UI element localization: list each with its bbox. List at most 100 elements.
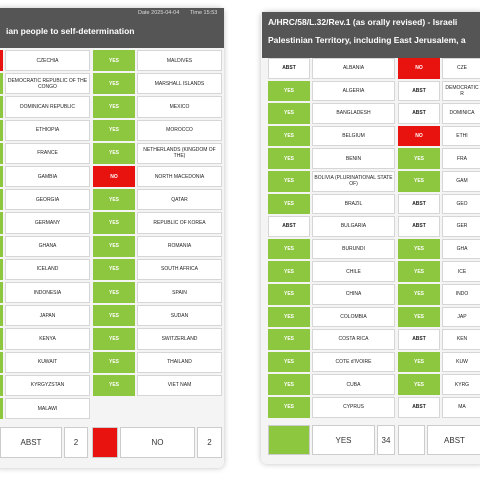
panel-header (0, 8, 224, 48)
country: NETHERLANDS (KINGDOM OF THE) (137, 142, 222, 164)
country: JAPAN (5, 305, 90, 327)
vote: ABST (398, 103, 440, 124)
country: INDO (442, 284, 480, 305)
vote: YES (398, 238, 440, 260)
country: FRA (442, 148, 480, 169)
vote: ABST (268, 58, 310, 79)
vote: YES (398, 261, 440, 282)
country: INDONESIA (5, 282, 90, 304)
vote-sliver (0, 119, 3, 141)
vote: YES (268, 351, 310, 373)
vote: YES (268, 238, 310, 260)
vote: YES (268, 329, 310, 350)
vote-sliver (0, 96, 3, 118)
country: BANGLADESH (312, 103, 395, 124)
country: BOLIVIA (PLURINATIONAL STATE OF) (312, 171, 395, 192)
country: THAILAND (137, 351, 222, 373)
summary-label: YES (312, 425, 375, 455)
vote: YES (398, 171, 440, 192)
country: DOMINICAN REPUBLIC (5, 96, 90, 118)
title: ian people to self-determination (6, 26, 135, 36)
summary-count: 2 (197, 427, 222, 458)
vote: YES (93, 328, 135, 350)
vote: NO (93, 166, 135, 188)
vote: YES (268, 80, 310, 102)
country: BELGIUM (312, 125, 395, 147)
vote: YES (93, 50, 135, 72)
vote-sliver (0, 189, 3, 211)
country: DEMOCRATIC R (442, 80, 480, 102)
vote: YES (93, 96, 135, 118)
summary-label: ABST (0, 427, 62, 458)
country: GERMANY (5, 212, 90, 234)
country: CUBA (312, 374, 395, 395)
country: BRAZIL (312, 193, 395, 215)
time: Time 15:53 (190, 10, 218, 16)
vote: YES (93, 351, 135, 373)
summary-count: 34 (377, 425, 395, 455)
country: JAP (442, 306, 480, 328)
country: KENYA (5, 328, 90, 350)
country: ALBANIA (312, 58, 395, 79)
country: MA (442, 397, 480, 418)
country: SOUTH AFRICA (137, 258, 222, 280)
vote: YES (398, 284, 440, 305)
country: ALGERIA (312, 80, 395, 102)
country: CHINA (312, 284, 395, 305)
vote: YES (93, 119, 135, 141)
vote-sliver (0, 398, 3, 420)
country: CYPRUS (312, 397, 395, 418)
vote: YES (93, 374, 135, 396)
vote-sliver (0, 328, 3, 350)
vote-sliver (0, 282, 3, 304)
summary-count: 2 (64, 427, 88, 458)
vote: NO (398, 125, 440, 147)
vote: YES (398, 306, 440, 328)
country: COLOMBIA (312, 306, 395, 328)
country: KEN (442, 329, 480, 350)
country: BURUNDI (312, 238, 395, 260)
country: MARSHALL ISLANDS (137, 73, 222, 95)
vote-color-box (398, 425, 425, 455)
country: CZECHIA (5, 50, 90, 72)
vote: YES (93, 305, 135, 327)
vote-sliver (0, 374, 3, 396)
country: BENIN (312, 148, 395, 169)
vote: YES (93, 258, 135, 280)
country: QATAR (137, 189, 222, 211)
vote: ABST (268, 216, 310, 237)
country: CHILE (312, 261, 395, 282)
country: KYRG (442, 374, 480, 395)
country: MOROCCO (137, 119, 222, 141)
vote-color-box (268, 425, 310, 455)
country: GAM (442, 171, 480, 192)
vote: NO (398, 58, 440, 79)
vote-sliver (0, 258, 3, 280)
country: FRANCE (5, 142, 90, 164)
date: Date 2025-04-04 (138, 10, 180, 16)
panel-header (262, 12, 480, 58)
vote-color-box (92, 427, 118, 458)
vote: YES (93, 235, 135, 257)
country: ROMANIA (137, 235, 222, 257)
summary-label: NO (120, 427, 195, 458)
vote: ABST (398, 193, 440, 215)
country: VIET NAM (137, 374, 222, 396)
summary-label: ABST (427, 425, 480, 455)
country: ETHI (442, 125, 480, 147)
vote-sliver (0, 351, 3, 373)
country: ICELAND (5, 258, 90, 280)
vote: ABST (398, 216, 440, 237)
vote: YES (268, 284, 310, 305)
country: MALDIVES (137, 50, 222, 72)
vote: YES (93, 282, 135, 304)
vote: YES (93, 142, 135, 164)
title: A/HRC/58/L.32/Rev.1 (as orally revised) … (268, 17, 458, 27)
vote: YES (398, 148, 440, 169)
country: COTE d'IVOIRE (312, 351, 395, 373)
country: KYRGYZSTAN (5, 374, 90, 396)
country: GEO (442, 193, 480, 215)
vote: YES (268, 125, 310, 147)
country: ICE (442, 261, 480, 282)
country: DEMOCRATIC REPUBLIC OF THE CONGO (5, 73, 90, 95)
